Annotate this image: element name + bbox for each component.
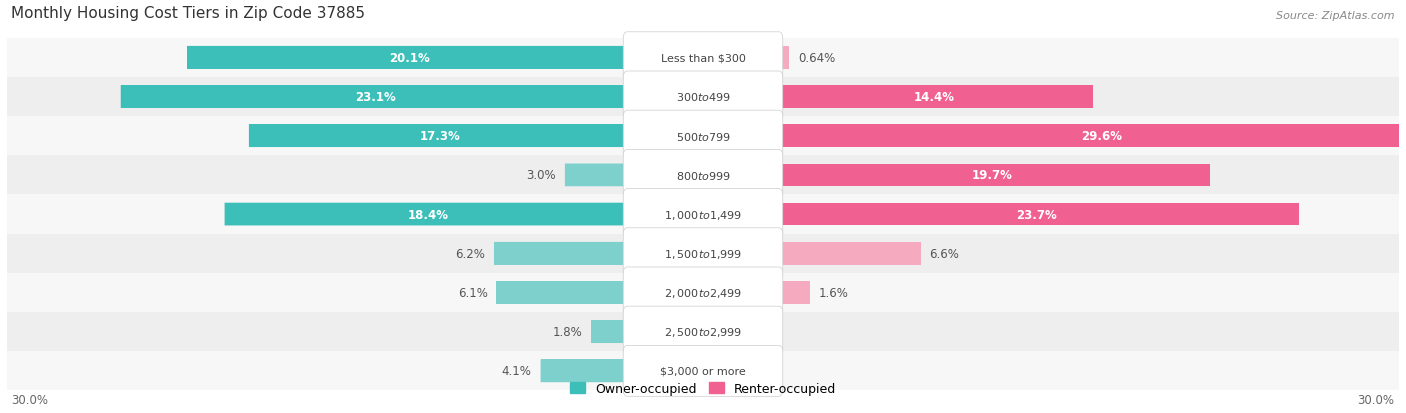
Text: 1.6%: 1.6% (820, 286, 849, 299)
Bar (775, 47, 789, 69)
Bar (121, 86, 631, 109)
FancyBboxPatch shape (121, 86, 631, 109)
Text: $2,500 to $2,999: $2,500 to $2,999 (664, 325, 742, 338)
Bar (7, 234, 1399, 273)
Text: 14.4%: 14.4% (914, 91, 955, 104)
FancyBboxPatch shape (494, 242, 631, 265)
Bar (565, 164, 631, 187)
FancyBboxPatch shape (187, 47, 631, 69)
Text: 1.8%: 1.8% (553, 325, 582, 338)
Text: $500 to $799: $500 to $799 (675, 131, 731, 142)
Bar (775, 125, 1406, 148)
FancyBboxPatch shape (623, 267, 783, 318)
Text: 30.0%: 30.0% (1358, 393, 1395, 406)
Text: 29.6%: 29.6% (1081, 130, 1122, 143)
Text: $3,000 or more: $3,000 or more (661, 366, 745, 376)
Bar (7, 156, 1399, 195)
FancyBboxPatch shape (592, 320, 631, 343)
Bar (494, 242, 631, 265)
Bar (7, 38, 1399, 78)
Bar (775, 242, 921, 265)
Text: 19.7%: 19.7% (972, 169, 1012, 182)
FancyBboxPatch shape (225, 203, 631, 226)
FancyBboxPatch shape (496, 281, 631, 304)
Bar (540, 360, 631, 382)
Bar (7, 273, 1399, 312)
FancyBboxPatch shape (623, 72, 783, 123)
Text: 6.6%: 6.6% (929, 247, 959, 260)
FancyBboxPatch shape (249, 125, 631, 148)
Text: $2,000 to $2,499: $2,000 to $2,499 (664, 286, 742, 299)
Text: 20.1%: 20.1% (388, 52, 429, 64)
Text: 30.0%: 30.0% (11, 393, 48, 406)
Text: Source: ZipAtlas.com: Source: ZipAtlas.com (1277, 11, 1395, 21)
Text: 3.0%: 3.0% (526, 169, 555, 182)
Text: $1,000 to $1,499: $1,000 to $1,499 (664, 208, 742, 221)
Text: 23.1%: 23.1% (356, 91, 396, 104)
Text: $800 to $999: $800 to $999 (675, 169, 731, 181)
FancyBboxPatch shape (623, 150, 783, 201)
Text: 18.4%: 18.4% (408, 208, 449, 221)
Bar (775, 203, 1299, 226)
Text: 0.64%: 0.64% (797, 52, 835, 64)
Bar (7, 195, 1399, 234)
Text: 6.1%: 6.1% (458, 286, 488, 299)
Bar (592, 320, 631, 343)
Text: 4.1%: 4.1% (502, 364, 531, 377)
Bar (187, 47, 631, 69)
FancyBboxPatch shape (540, 360, 631, 382)
Text: Monthly Housing Cost Tiers in Zip Code 37885: Monthly Housing Cost Tiers in Zip Code 3… (11, 6, 366, 21)
FancyBboxPatch shape (623, 33, 783, 83)
Bar (7, 117, 1399, 156)
Text: 23.7%: 23.7% (1017, 208, 1057, 221)
Text: $300 to $499: $300 to $499 (675, 91, 731, 103)
Text: 17.3%: 17.3% (419, 130, 460, 143)
FancyBboxPatch shape (623, 346, 783, 396)
Legend: Owner-occupied, Renter-occupied: Owner-occupied, Renter-occupied (565, 377, 841, 400)
Text: $1,500 to $1,999: $1,500 to $1,999 (664, 247, 742, 260)
FancyBboxPatch shape (623, 111, 783, 162)
Bar (775, 86, 1092, 109)
Text: 6.2%: 6.2% (456, 247, 485, 260)
Bar (775, 281, 810, 304)
Bar (7, 312, 1399, 351)
FancyBboxPatch shape (565, 164, 631, 187)
FancyBboxPatch shape (623, 228, 783, 279)
Bar (249, 125, 631, 148)
Text: Less than $300: Less than $300 (661, 53, 745, 63)
Bar (7, 351, 1399, 391)
Bar (225, 203, 631, 226)
Bar (496, 281, 631, 304)
Bar (775, 164, 1211, 187)
Bar (7, 78, 1399, 117)
FancyBboxPatch shape (623, 189, 783, 240)
FancyBboxPatch shape (623, 306, 783, 357)
